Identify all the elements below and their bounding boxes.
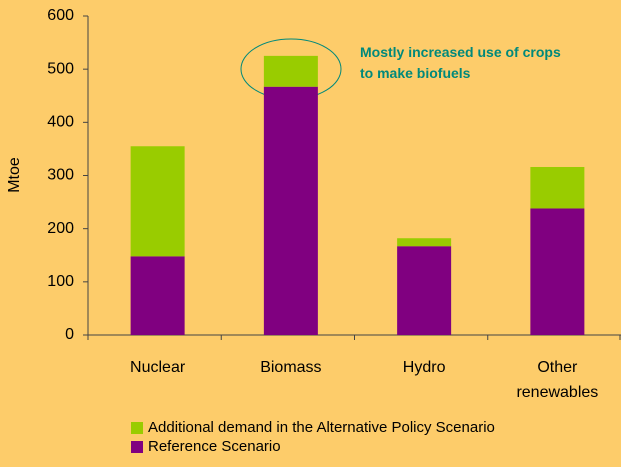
legend-swatch — [131, 422, 143, 434]
x-tick-label: Hydro — [402, 359, 446, 376]
annotation: Mostly increased use of crops to make bi… — [360, 44, 561, 81]
bar-segment — [530, 166, 585, 209]
bar-segment — [130, 256, 185, 335]
y-tick-label: 600 — [47, 7, 74, 24]
x-tick-label: Biomass — [260, 359, 322, 376]
bar-segment — [397, 246, 452, 335]
bar-segment — [263, 55, 318, 87]
y-tick-label: 300 — [47, 167, 74, 184]
x-tick-label: Other renewables — [516, 359, 599, 401]
y-tick-label: 500 — [47, 60, 74, 77]
bar-segment — [397, 238, 452, 247]
bar-segment — [530, 208, 585, 335]
y-axis-label: Mtoe — [6, 157, 23, 193]
y-tick-label: 400 — [47, 114, 74, 131]
bar-segment — [263, 86, 318, 335]
legend-item: Additional demand in the Alternative Pol… — [131, 419, 495, 437]
legend-label: Reference Scenario — [148, 438, 281, 455]
bar-segment — [130, 146, 185, 257]
y-tick-label: 100 — [47, 273, 74, 290]
legend-swatch — [131, 441, 143, 453]
legend-item: Reference Scenario — [131, 438, 281, 456]
y-tick-label: 200 — [47, 220, 74, 237]
legend-label: Additional demand in the Alternative Pol… — [148, 419, 495, 436]
y-tick-label: 0 — [65, 326, 74, 343]
x-tick-label: Nuclear — [130, 359, 186, 376]
